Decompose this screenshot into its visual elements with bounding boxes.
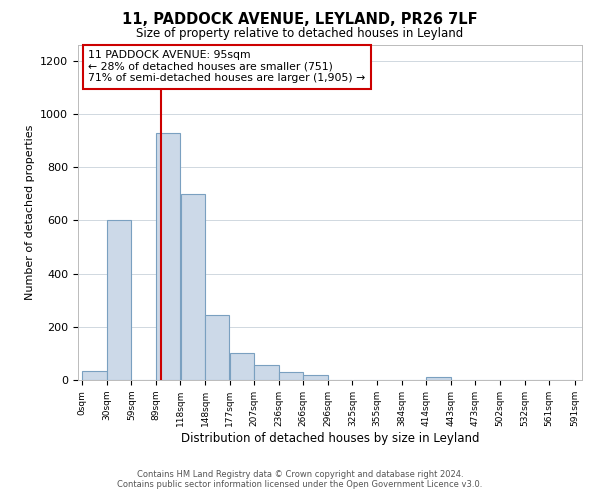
- Bar: [82, 370, 107, 380]
- Bar: [279, 372, 303, 380]
- Bar: [304, 374, 328, 380]
- Text: 11 PADDOCK AVENUE: 95sqm
← 28% of detached houses are smaller (751)
71% of semi-: 11 PADDOCK AVENUE: 95sqm ← 28% of detach…: [88, 50, 365, 83]
- Text: Size of property relative to detached houses in Leyland: Size of property relative to detached ho…: [136, 28, 464, 40]
- Text: Contains HM Land Registry data © Crown copyright and database right 2024.
Contai: Contains HM Land Registry data © Crown c…: [118, 470, 482, 489]
- Text: 11, PADDOCK AVENUE, LEYLAND, PR26 7LF: 11, PADDOCK AVENUE, LEYLAND, PR26 7LF: [122, 12, 478, 28]
- Bar: [181, 194, 205, 380]
- Bar: [230, 354, 254, 380]
- Bar: [427, 378, 451, 380]
- X-axis label: Distribution of detached houses by size in Leyland: Distribution of detached houses by size …: [181, 432, 479, 444]
- Bar: [205, 315, 229, 380]
- Y-axis label: Number of detached properties: Number of detached properties: [25, 125, 35, 300]
- Bar: [107, 220, 131, 380]
- Bar: [156, 132, 181, 380]
- Bar: [254, 366, 278, 380]
